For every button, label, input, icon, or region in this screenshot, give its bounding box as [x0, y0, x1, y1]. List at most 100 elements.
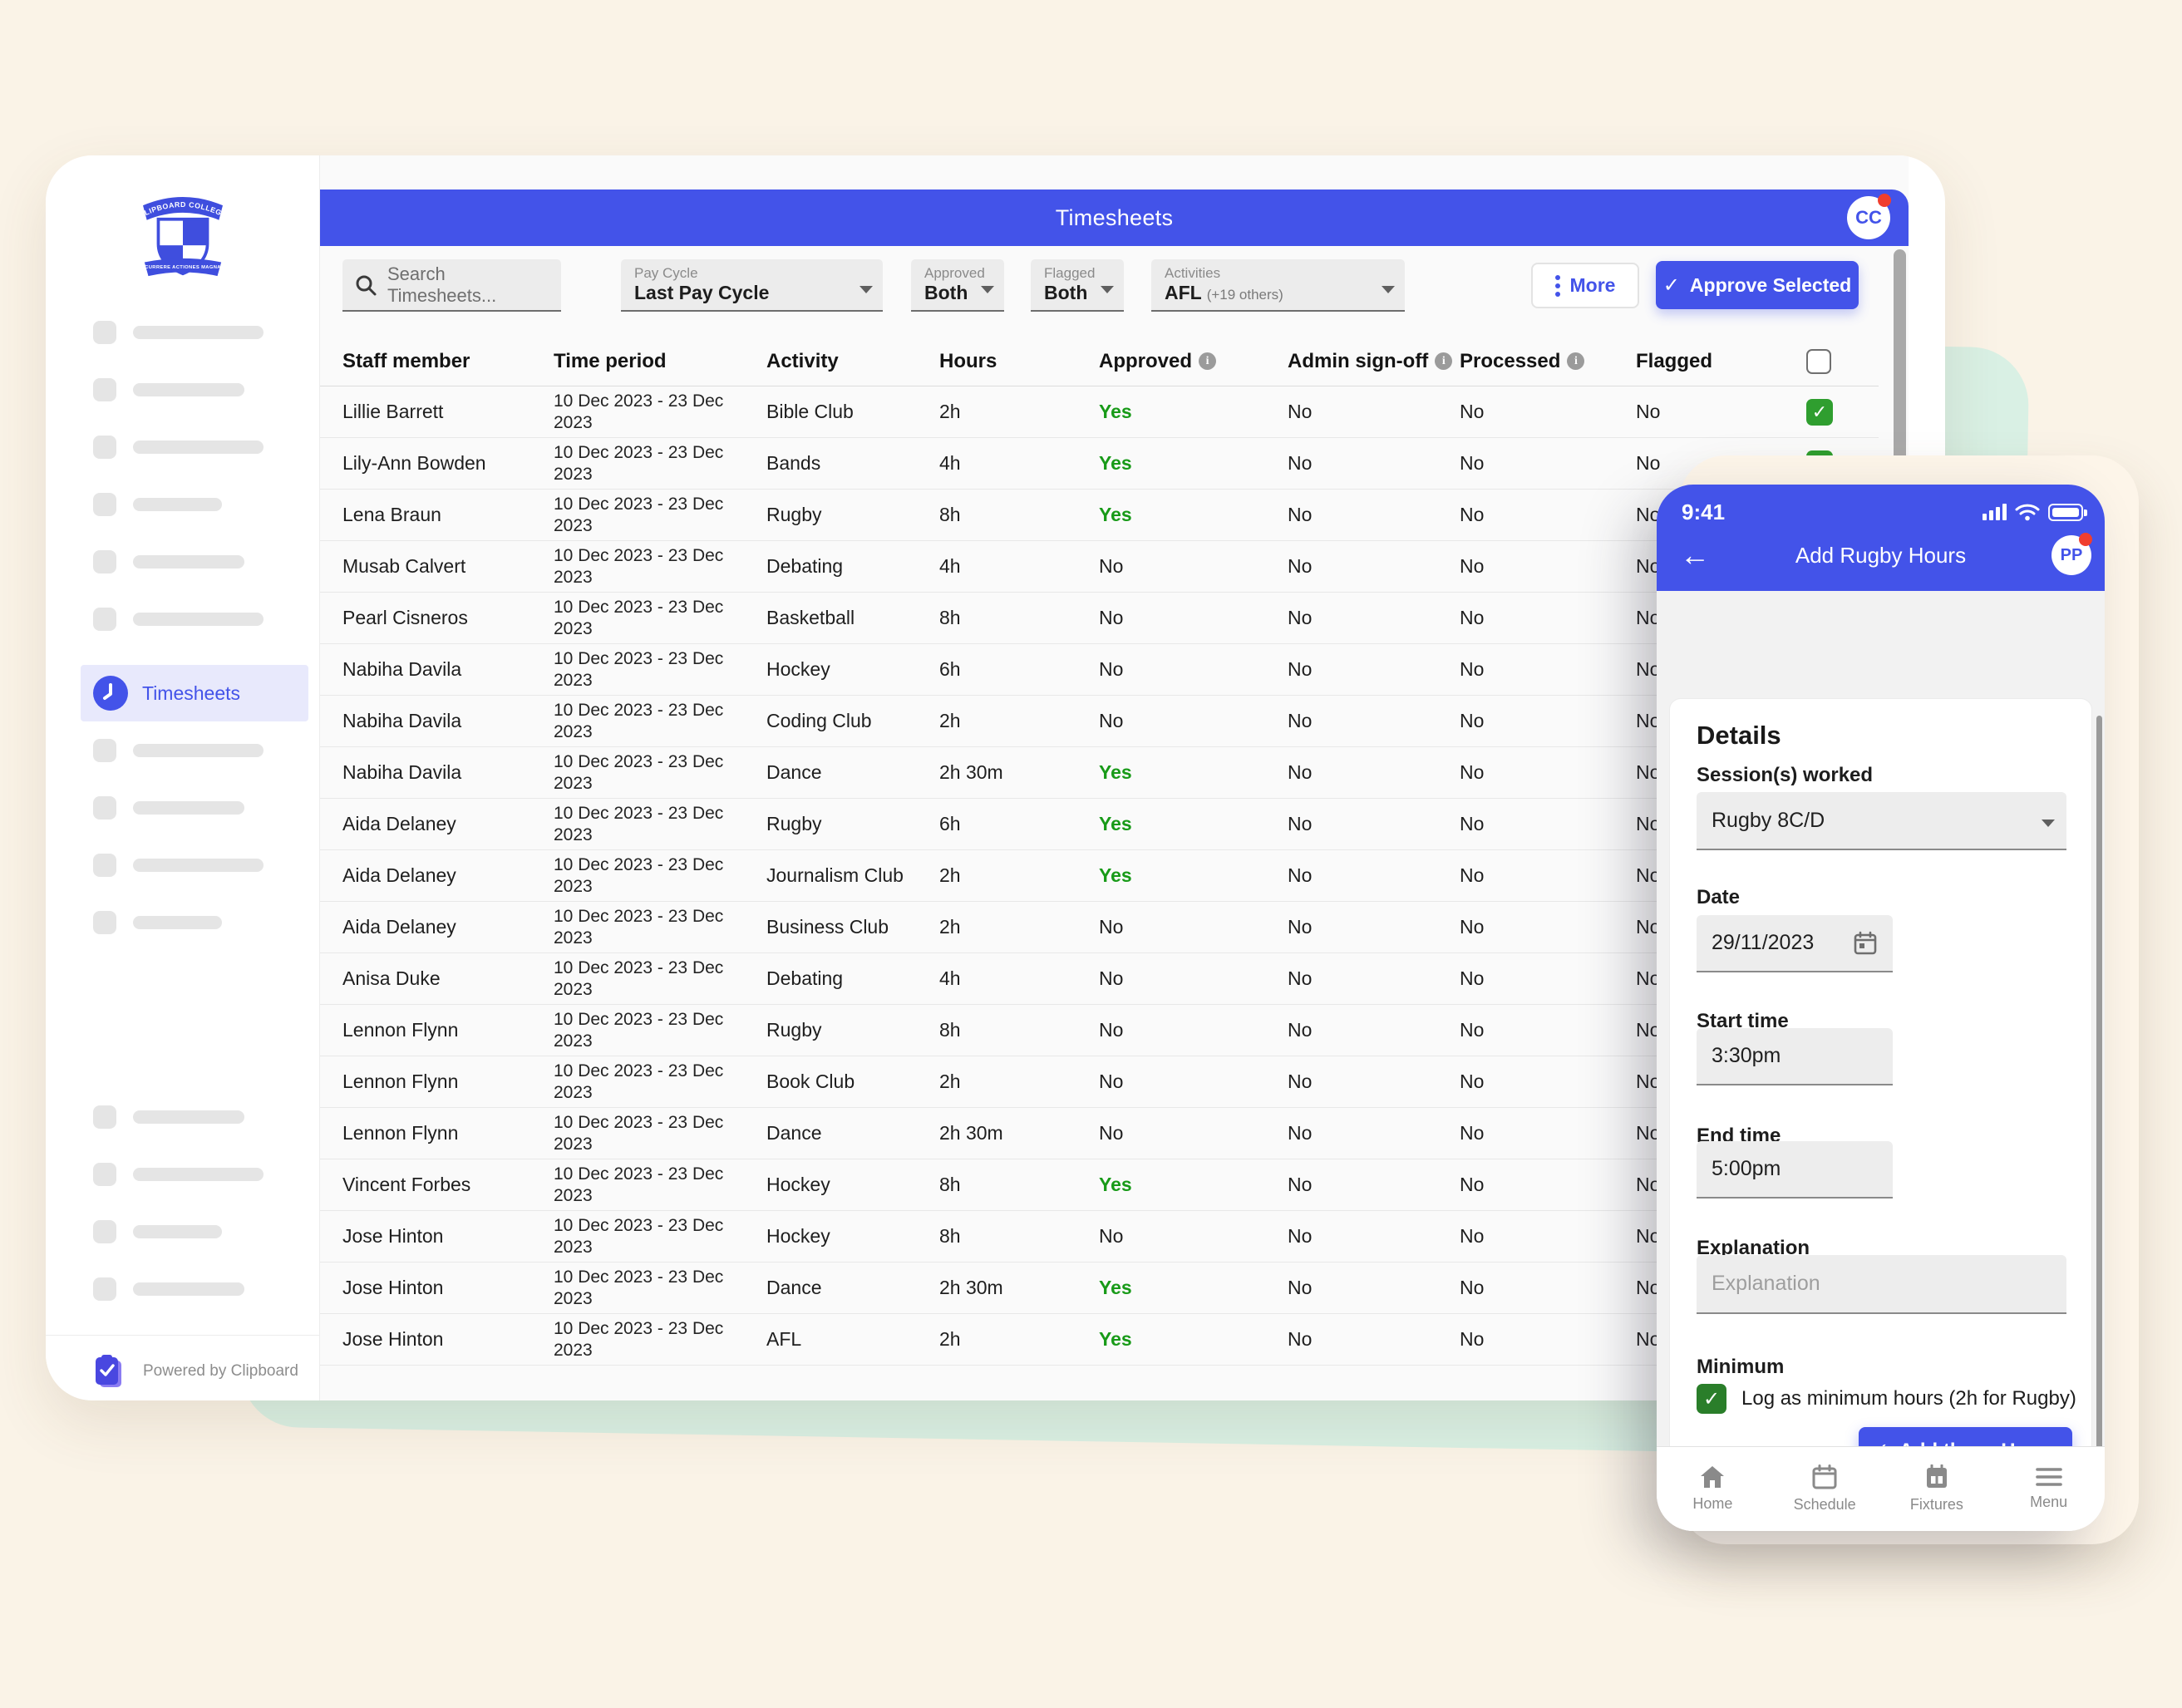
cell-hours: 8h: [939, 1174, 961, 1195]
minimum-checkbox[interactable]: ✓: [1697, 1384, 1726, 1414]
session-worked-select[interactable]: Rugby 8C/D: [1697, 792, 2066, 850]
cell-admin-sign-off: No: [1288, 1122, 1313, 1144]
cell-staff-member: Nabiha Davila: [342, 658, 462, 680]
column-header-staff-member[interactable]: Staff member: [342, 349, 470, 372]
pay-cycle-filter[interactable]: Pay Cycle Last Pay Cycle: [621, 259, 883, 312]
flagged-filter[interactable]: Flagged Both: [1031, 259, 1124, 312]
more-button[interactable]: More: [1531, 263, 1639, 308]
back-arrow-icon[interactable]: ←: [1680, 538, 1710, 572]
nav-item-schedule[interactable]: Schedule: [1769, 1447, 1881, 1531]
cell-staff-member: Aida Delaney: [342, 813, 456, 834]
table-row[interactable]: Nabiha Davila 10 Dec 2023 - 23 Dec 2023 …: [320, 747, 1879, 799]
info-icon[interactable]: i: [1567, 352, 1585, 370]
cell-time-period: 10 Dec 2023 - 23 Dec 2023: [554, 545, 724, 587]
table-row[interactable]: Lena Braun 10 Dec 2023 - 23 Dec 2023 Rug…: [320, 490, 1879, 541]
select-all-checkbox[interactable]: [1806, 348, 1831, 374]
end-time-input[interactable]: 5:00pm: [1697, 1141, 1893, 1199]
cell-admin-sign-off: No: [1288, 401, 1313, 422]
sidebar-secondary-group: [46, 1105, 319, 1301]
cell-staff-member: Jose Hinton: [342, 1277, 444, 1298]
cell-approved: No: [1099, 967, 1124, 989]
table-row[interactable]: Nabiha Davila 10 Dec 2023 - 23 Dec 2023 …: [320, 644, 1879, 696]
column-header-hours[interactable]: Hours: [939, 349, 997, 372]
table-row[interactable]: Lennon Flynn 10 Dec 2023 - 23 Dec 2023 D…: [320, 1108, 1879, 1159]
cell-flagged: No: [1636, 1122, 1661, 1144]
table-header-row: Staff member Time period Activity Hours …: [320, 337, 1879, 386]
explanation-input[interactable]: Explanation: [1697, 1255, 2066, 1314]
chevron-down-icon: [1101, 286, 1114, 293]
sidebar-skeleton-item: [93, 911, 319, 934]
column-header-processed[interactable]: Processed i: [1460, 350, 1636, 373]
nav-item-home[interactable]: Home: [1657, 1447, 1769, 1531]
table-row[interactable]: Aida Delaney 10 Dec 2023 - 23 Dec 2023 B…: [320, 902, 1879, 953]
table-row[interactable]: Lennon Flynn 10 Dec 2023 - 23 Dec 2023 B…: [320, 1056, 1879, 1108]
table-row[interactable]: Jose Hinton 10 Dec 2023 - 23 Dec 2023 Da…: [320, 1263, 1879, 1314]
search-input[interactable]: Search Timesheets...: [342, 259, 561, 312]
activities-filter[interactable]: Activities AFL (+19 others): [1151, 259, 1405, 312]
table-row[interactable]: Aida Delaney 10 Dec 2023 - 23 Dec 2023 J…: [320, 850, 1879, 902]
cell-staff-member: Aida Delaney: [342, 916, 456, 938]
end-time-value: 5:00pm: [1712, 1157, 1781, 1180]
approved-filter[interactable]: Approved Both: [911, 259, 1004, 312]
table-row[interactable]: Lillie Barrett 10 Dec 2023 - 23 Dec 2023…: [320, 386, 1879, 438]
cell-time-period: 10 Dec 2023 - 23 Dec 2023: [554, 597, 724, 638]
table-body: Lillie Barrett 10 Dec 2023 - 23 Dec 2023…: [320, 386, 1879, 1366]
row-checkbox[interactable]: [1806, 398, 1833, 426]
table-row[interactable]: Jose Hinton 10 Dec 2023 - 23 Dec 2023 AF…: [320, 1314, 1879, 1366]
cell-approved: No: [1099, 1019, 1124, 1041]
table-row[interactable]: Lennon Flynn 10 Dec 2023 - 23 Dec 2023 R…: [320, 1005, 1879, 1056]
school-crest-logo: CLIPBOARD COLLEGE CURRERE ACTIONES MAGNA: [129, 187, 237, 287]
cell-flagged: No: [1636, 1225, 1661, 1247]
table-row[interactable]: Pearl Cisneros 10 Dec 2023 - 23 Dec 2023…: [320, 593, 1879, 644]
start-time-value: 3:30pm: [1712, 1044, 1781, 1067]
phone-scrollbar[interactable]: [2096, 716, 2102, 1489]
info-icon[interactable]: i: [1199, 352, 1217, 370]
cell-flagged: No: [1636, 555, 1661, 577]
table-row[interactable]: Musab Calvert 10 Dec 2023 - 23 Dec 2023 …: [320, 541, 1879, 593]
cell-hours: 4h: [939, 967, 961, 989]
battery-icon: [2048, 503, 2087, 521]
sidebar-item-timesheets[interactable]: Timesheets: [81, 665, 308, 721]
cell-time-period: 10 Dec 2023 - 23 Dec 2023: [554, 1009, 724, 1051]
cell-processed: No: [1460, 916, 1485, 938]
table-row[interactable]: Vincent Forbes 10 Dec 2023 - 23 Dec 2023…: [320, 1159, 1879, 1211]
cell-time-period: 10 Dec 2023 - 23 Dec 2023: [554, 1318, 724, 1360]
cell-flagged: No: [1636, 1174, 1661, 1195]
start-time-input[interactable]: 3:30pm: [1697, 1028, 1893, 1085]
filter-label: Approved: [924, 265, 985, 281]
date-input[interactable]: 29/11/2023: [1697, 915, 1893, 972]
cell-admin-sign-off: No: [1288, 452, 1313, 474]
table-row[interactable]: Lily-Ann Bowden 10 Dec 2023 - 23 Dec 202…: [320, 438, 1879, 490]
cell-admin-sign-off: No: [1288, 1071, 1313, 1092]
column-header-approved[interactable]: Approved i: [1099, 350, 1288, 373]
table-row[interactable]: Aida Delaney 10 Dec 2023 - 23 Dec 2023 R…: [320, 799, 1879, 850]
approve-selected-button[interactable]: ✓ Approve Selected: [1656, 261, 1859, 309]
cell-flagged: No: [1636, 607, 1661, 628]
table-row[interactable]: Nabiha Davila 10 Dec 2023 - 23 Dec 2023 …: [320, 696, 1879, 747]
column-header-activity[interactable]: Activity: [766, 349, 839, 372]
home-icon: [1700, 1465, 1725, 1489]
table-row[interactable]: Anisa Duke 10 Dec 2023 - 23 Dec 2023 Deb…: [320, 953, 1879, 1005]
column-header-flagged[interactable]: Flagged: [1636, 349, 1713, 372]
cell-processed: No: [1460, 1071, 1485, 1092]
cell-time-period: 10 Dec 2023 - 23 Dec 2023: [554, 494, 724, 535]
cell-hours: 2h: [939, 864, 961, 886]
column-header-admin-sign-off[interactable]: Admin sign-off i: [1288, 350, 1460, 373]
menu-icon: [2035, 1467, 2062, 1487]
info-icon[interactable]: i: [1435, 352, 1453, 370]
cell-hours: 6h: [939, 658, 961, 680]
user-avatar[interactable]: CC: [1847, 194, 1891, 239]
cell-processed: No: [1460, 761, 1485, 783]
cell-flagged: No: [1636, 401, 1661, 422]
nav-item-fixtures[interactable]: Fixtures: [1881, 1447, 1993, 1531]
cell-staff-member: Nabiha Davila: [342, 761, 462, 783]
phone-user-avatar[interactable]: PP: [2051, 533, 2092, 575]
table-row[interactable]: Jose Hinton 10 Dec 2023 - 23 Dec 2023 Ho…: [320, 1211, 1879, 1263]
calendar-icon[interactable]: [1853, 931, 1878, 956]
cell-admin-sign-off: No: [1288, 916, 1313, 938]
cell-flagged: No: [1636, 967, 1661, 989]
date-label: Date: [1697, 886, 1741, 908]
nav-item-menu[interactable]: Menu: [1992, 1447, 2105, 1531]
column-header-time-period[interactable]: Time period: [554, 349, 667, 372]
cell-flagged: No: [1636, 813, 1661, 834]
